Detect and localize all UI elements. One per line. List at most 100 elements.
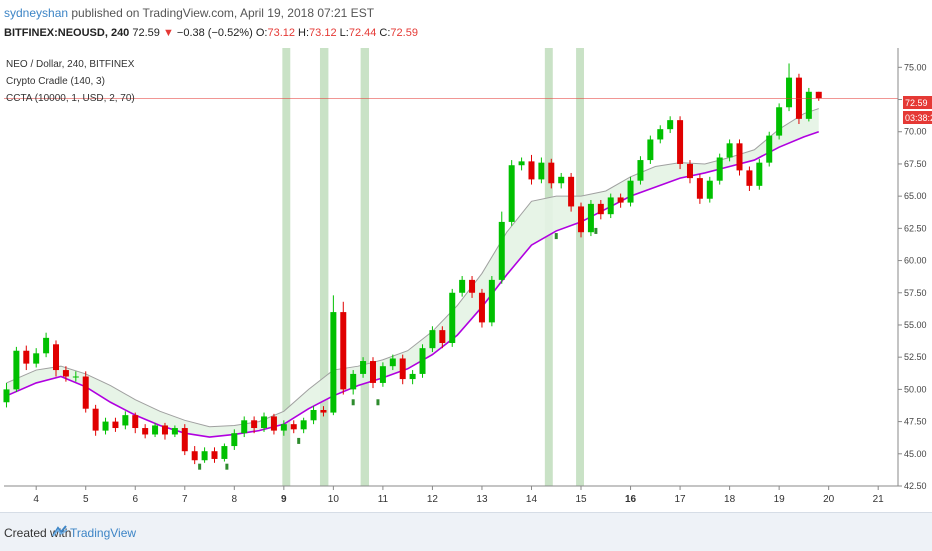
x-tick-label: 11 <box>378 494 389 505</box>
candle-body <box>429 330 436 349</box>
close-label: C: <box>379 27 391 39</box>
candle-body <box>389 358 396 367</box>
candle-body <box>587 203 594 233</box>
candle-body <box>498 221 505 280</box>
candle-body <box>578 206 585 233</box>
candle-body <box>132 415 139 429</box>
candle-body <box>627 180 634 203</box>
low-label: L: <box>339 27 349 39</box>
change-value: −0.38 (−0.52%) <box>176 27 253 39</box>
candle-body <box>379 366 386 383</box>
candle-body <box>518 161 525 166</box>
candle-body <box>746 170 753 186</box>
open-label: O: <box>255 27 268 39</box>
candle-body <box>270 416 277 431</box>
tradingview-link[interactable]: TradingView <box>70 526 137 540</box>
x-tick-label: 14 <box>526 494 538 505</box>
close-value: 72.59 <box>390 27 418 39</box>
candle-body <box>251 420 258 429</box>
chart-legend: NEO / Dollar, 240, BITFINEX Crypto Cradl… <box>6 59 135 104</box>
price-chart[interactable]: 75.0072.5070.0067.5065.0062.5060.0057.50… <box>0 48 932 512</box>
candle-body <box>469 279 476 293</box>
timer-box <box>903 111 932 124</box>
signal-marker <box>297 437 301 444</box>
x-tick-label: 13 <box>476 494 488 505</box>
candle-body <box>558 176 565 184</box>
x-tick-label: 16 <box>625 494 637 505</box>
x-tick-label: 4 <box>33 494 39 505</box>
candle-body <box>13 350 20 390</box>
candle-body <box>478 292 485 323</box>
candle-body <box>33 353 40 364</box>
price-tag-box <box>903 96 932 109</box>
signal-marker <box>376 399 380 406</box>
candle-body <box>23 350 30 364</box>
x-tick-label: 5 <box>83 494 89 505</box>
candle-body <box>102 421 109 431</box>
candle-body <box>181 428 188 452</box>
x-tick-label: 20 <box>823 494 835 505</box>
cradle-upper-line <box>6 108 819 428</box>
signal-marker <box>351 399 355 406</box>
x-tick-label: 15 <box>575 494 587 505</box>
x-tick-label: 17 <box>675 494 687 505</box>
candle-body <box>369 361 376 383</box>
candle-body <box>548 162 555 184</box>
candle-body <box>459 279 466 293</box>
candle-body <box>191 451 198 461</box>
highlight-bands <box>282 48 584 486</box>
candle-body <box>716 157 723 181</box>
publish-info: sydneyshan published on TradingView.com,… <box>4 6 374 20</box>
candle-body <box>766 135 773 163</box>
candle-body <box>726 143 733 158</box>
legend-crypto-cradle[interactable]: Crypto Cradle (140, 3) <box>6 76 105 87</box>
symbol-label: BITFINEX:NEOUSD, 240 <box>4 27 130 39</box>
candle-body <box>43 337 50 354</box>
x-tick-label: 12 <box>427 494 439 505</box>
candle-body <box>3 389 10 403</box>
highlight-band <box>576 48 584 486</box>
chart-header: sydneyshan published on TradingView.com,… <box>0 0 932 48</box>
candle-body <box>786 77 793 108</box>
candle-body <box>409 373 416 380</box>
author-link[interactable]: sydneyshan <box>4 6 69 20</box>
y-tick-label: 75.00 <box>904 62 927 72</box>
candle-body <box>706 180 713 199</box>
legend-ccta[interactable]: CCTA (10000, 1, USD, 2, 70) <box>6 93 135 104</box>
candle-body <box>696 178 703 199</box>
candle-body <box>677 120 684 164</box>
current-price-tag: 72.59 03:38:2 <box>903 96 932 124</box>
countdown-timer: 03:38:2 <box>905 113 932 123</box>
y-tick-label: 42.50 <box>904 481 927 491</box>
y-tick-label: 47.50 <box>904 417 927 427</box>
ohlc-line: BITFINEX:NEOUSD, 240 72.59 ▼ −0.38 (−0.5… <box>4 27 418 39</box>
cradle-band-fill <box>6 108 819 438</box>
highlight-band <box>319 48 329 486</box>
y-tick-label: 62.50 <box>904 223 927 233</box>
x-tick-label: 6 <box>132 494 138 505</box>
candle-body <box>449 292 456 344</box>
candle-body <box>538 162 545 180</box>
y-tick-label: 67.50 <box>904 159 927 169</box>
y-tick-label: 52.50 <box>904 352 927 362</box>
candle-body <box>419 348 426 374</box>
candle-body <box>686 163 693 179</box>
candle-body <box>62 370 69 377</box>
candle-body <box>597 203 604 215</box>
candle-body <box>617 197 624 203</box>
tradingview-logo-icon[interactable] <box>52 524 68 538</box>
candle-body <box>320 409 327 413</box>
candle-body <box>756 162 763 186</box>
candle-body <box>439 330 446 344</box>
candle-body <box>92 408 99 431</box>
candle-body <box>657 129 664 140</box>
candle-body <box>350 373 357 390</box>
signal-markers <box>198 227 598 470</box>
candle-body <box>607 197 614 215</box>
x-tick-label: 7 <box>182 494 188 505</box>
x-tick-label: 8 <box>232 494 238 505</box>
candle-body <box>399 358 406 380</box>
x-tick-label: 21 <box>873 494 885 505</box>
signal-marker <box>554 233 558 240</box>
highlight-band <box>544 48 553 486</box>
